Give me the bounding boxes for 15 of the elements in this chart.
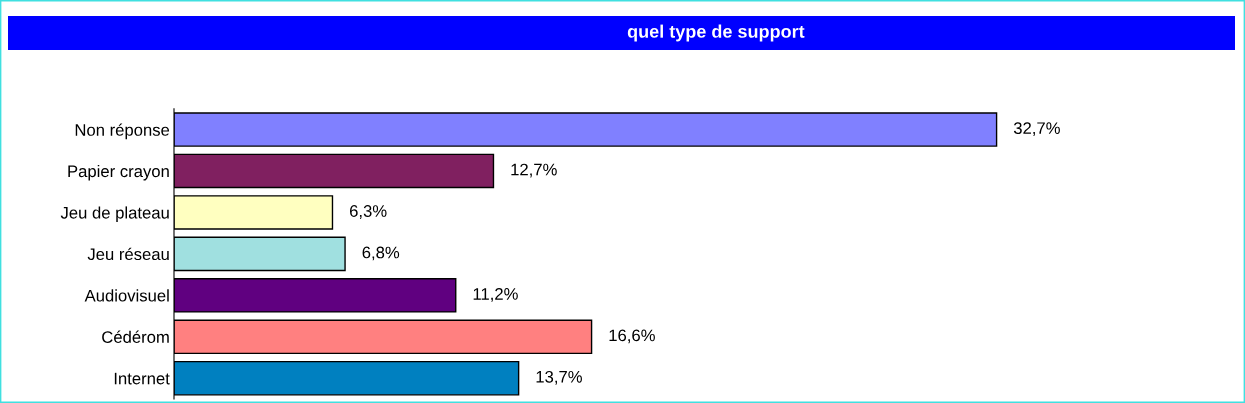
data-label: 12,7% [511, 163, 557, 178]
y-tick-label: Jeu de plateau [60, 206, 169, 222]
y-tick-label: Audiovisuel [84, 289, 169, 302]
y-tick-label: Papier crayon [68, 164, 169, 181]
data-label: 11,2% [473, 288, 518, 302]
y-tick-label: Non réponse [75, 123, 170, 140]
y-tick-label: Jeu réseau [87, 247, 169, 261]
data-label: 13,7% [536, 370, 582, 385]
data-label: 32,7% [1013, 122, 1060, 136]
data-label: 6,8% [362, 246, 400, 261]
y-tick-label: Cédérom [102, 330, 169, 343]
data-label: 16,6% [609, 329, 655, 344]
data-label: 6,3% [349, 205, 387, 219]
chart-title: quel type de support [627, 24, 805, 42]
y-tick-label: Internet [114, 372, 170, 385]
